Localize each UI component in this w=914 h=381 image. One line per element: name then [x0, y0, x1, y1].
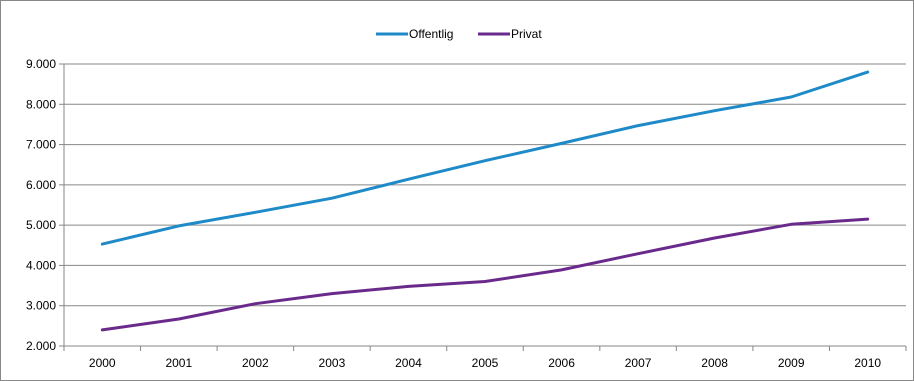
- legend-label: Privat: [511, 27, 542, 41]
- x-tick-label: 2009: [778, 356, 805, 370]
- y-tick-label: 6.000: [26, 178, 56, 192]
- series-lines: [100, 70, 870, 332]
- y-tick-label: 5.000: [26, 218, 56, 232]
- x-tick-label: 2001: [165, 356, 192, 370]
- x-tick-labels: 2000 2001 2002 2003 2004 2005 2006 2007 2008 2009…: [89, 356, 881, 370]
- legend: Offentlig Privat: [376, 27, 542, 41]
- x-tick-label: 2000: [89, 356, 116, 370]
- x-tick-label: 2004: [395, 356, 422, 370]
- axes: [59, 63, 907, 351]
- x-tick-label: 2003: [319, 356, 346, 370]
- x-tick-label: 2006: [548, 356, 575, 370]
- gridlines: [64, 63, 906, 347]
- legend-label: Offentlig: [409, 27, 453, 41]
- x-tick-label: 2008: [701, 356, 728, 370]
- y-tick-label: 3.000: [26, 299, 56, 313]
- y-tick-label: 9.000: [26, 57, 56, 71]
- x-tick-label: 2005: [472, 356, 499, 370]
- y-tick-label: 4.000: [26, 258, 56, 272]
- y-tick-label: 8.000: [26, 97, 56, 111]
- series-line-offentlig: [100, 70, 870, 246]
- x-tick-label: 2007: [625, 356, 652, 370]
- y-tick-labels: 2.000 3.000 4.000 5.000 6.000 7.000 8.000 9.000: [26, 57, 56, 353]
- y-tick-label: 2.000: [26, 339, 56, 353]
- y-tick-label: 7.000: [26, 138, 56, 152]
- x-tick-label: 2002: [242, 356, 269, 370]
- x-tick-label: 2010: [854, 356, 881, 370]
- series-line-privat: [100, 217, 870, 332]
